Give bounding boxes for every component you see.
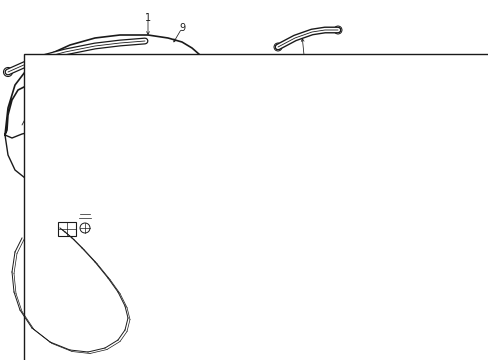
Text: 7: 7 [312, 133, 319, 143]
Text: 13: 13 [381, 290, 393, 300]
Bar [271, 250, 284, 255]
Text: 1: 1 [144, 13, 151, 23]
Bar [58, 222, 76, 236]
Circle shape [325, 122, 330, 128]
Text: 12: 12 [393, 217, 406, 227]
Text: 14: 14 [449, 210, 461, 220]
Bar [271, 214, 284, 219]
Text: 20: 20 [156, 215, 168, 225]
Text: 4: 4 [351, 121, 357, 131]
Text: 8: 8 [364, 181, 370, 191]
Text: 16: 16 [251, 300, 264, 310]
Text: 18: 18 [455, 147, 467, 157]
Text: 11: 11 [381, 187, 393, 197]
Circle shape [436, 162, 442, 168]
Circle shape [336, 182, 342, 188]
Text: 2: 2 [49, 83, 55, 93]
Circle shape [365, 190, 369, 194]
Text: 3: 3 [254, 113, 261, 123]
Circle shape [254, 277, 261, 283]
Text: 22: 22 [298, 60, 311, 70]
Text: 9: 9 [179, 23, 184, 33]
Bar [359, 218, 394, 246]
Text: 19: 19 [465, 75, 477, 85]
Circle shape [436, 137, 442, 143]
Text: 21: 21 [30, 223, 42, 233]
Circle shape [359, 260, 364, 265]
Text: 10: 10 [215, 210, 228, 220]
Circle shape [383, 260, 387, 265]
Bar [272, 218, 283, 250]
Text: 15: 15 [224, 260, 236, 270]
Text: 6: 6 [254, 260, 261, 270]
Text: 5: 5 [238, 197, 244, 207]
Text: 17: 17 [401, 75, 413, 85]
